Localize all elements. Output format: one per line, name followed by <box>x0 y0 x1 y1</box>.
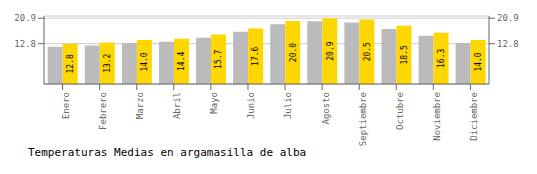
svg-text:Julio: Julio <box>283 92 293 119</box>
svg-text:20.9: 20.9 <box>14 13 36 23</box>
svg-text:Mayo: Mayo <box>209 92 219 114</box>
svg-text:15.7: 15.7 <box>214 49 223 68</box>
svg-text:Agosto: Agosto <box>321 92 331 125</box>
svg-text:17.6: 17.6 <box>251 46 260 65</box>
svg-text:20.5: 20.5 <box>363 42 372 61</box>
svg-text:20.0: 20.0 <box>289 43 298 62</box>
svg-text:12.8: 12.8 <box>497 39 519 49</box>
svg-text:Noviembre: Noviembre <box>432 92 442 141</box>
svg-text:12.8: 12.8 <box>66 54 75 73</box>
svg-text:Diciembre: Diciembre <box>469 92 479 141</box>
html-text:Temperaturas Medias en argamas: Temperaturas Medias en argamasilla de al… <box>28 146 307 159</box>
svg-text:Junio: Junio <box>246 92 256 119</box>
svg-text:18.5: 18.5 <box>400 45 409 64</box>
svg-text:Septiembre: Septiembre <box>358 92 368 146</box>
svg-text:Enero: Enero <box>61 92 71 119</box>
svg-text:14.0: 14.0 <box>474 52 483 71</box>
svg-text:Abril: Abril <box>172 92 182 119</box>
svg-text:14.4: 14.4 <box>177 52 186 71</box>
svg-text:Octubre: Octubre <box>395 92 405 130</box>
svg-text:20.9: 20.9 <box>326 41 335 60</box>
svg-text:13.2: 13.2 <box>103 53 112 72</box>
svg-text:12.8: 12.8 <box>14 39 36 49</box>
svg-text:20.9: 20.9 <box>497 13 519 23</box>
svg-text:14.0: 14.0 <box>140 52 149 71</box>
svg-text:Marzo: Marzo <box>135 92 145 119</box>
svg-text:16.3: 16.3 <box>437 49 446 68</box>
svg-text:Febrero: Febrero <box>98 92 108 130</box>
